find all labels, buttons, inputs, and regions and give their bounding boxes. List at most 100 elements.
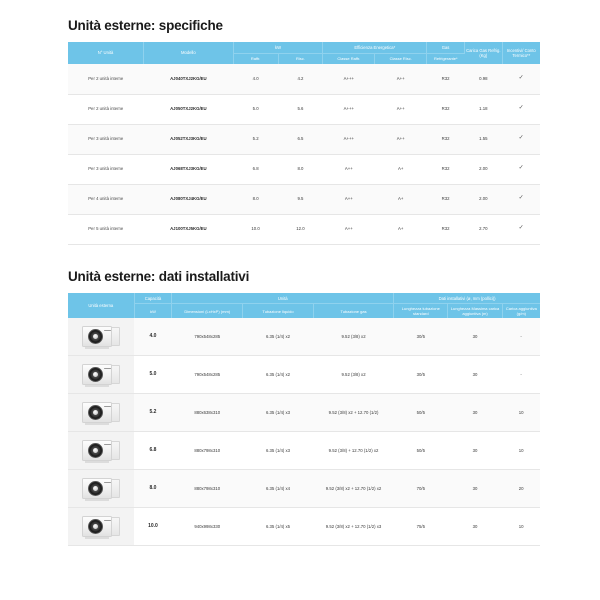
cell-n-unita: Per 5 unità interne — [68, 214, 144, 245]
col-group-unita: Unità — [171, 292, 395, 304]
col-incentivi: Incentivi/ Conto Termico** — [502, 42, 540, 64]
outdoor-unit-image — [68, 318, 135, 356]
col-modello: Modello — [143, 42, 234, 64]
col-classe-raffr: Classe Raffr. — [322, 53, 376, 64]
cell-modello: AJ050TXJ2KG/EU — [143, 94, 234, 125]
install-table: Unità esterna Capacità Unità Dati instal… — [68, 292, 540, 546]
table-row: 6.8 880x798x310 6.35 (1/4) x3 9.52 (3/8) + … — [68, 431, 540, 470]
outdoor-unit-image — [68, 431, 135, 470]
col-carica-aggiuntiva: Carica aggiuntiva (g/m) — [502, 303, 540, 318]
cell-gas: R32 — [426, 154, 465, 185]
cell-lunghezza-massima: 30 — [447, 318, 503, 356]
cell-n-unita: Per 2 unità interne — [68, 94, 144, 125]
col-tubazione-gas: Tubazione gas — [313, 303, 395, 318]
cell-carica: 1.55 — [464, 124, 503, 155]
cell-gas: R32 — [426, 64, 465, 95]
cell-incentivi: ✓ — [502, 214, 540, 245]
cell-tubazione-gas: 9.52 (3/8) x2 — [313, 355, 394, 394]
cell-tubazione-gas: 9.52 (3/8) x2 + 12.70 (1/2) x3 — [313, 507, 394, 546]
table-row: 10.0 940x998x330 6.35 (1/4) x5 9.52 (3/8) x… — [68, 507, 540, 546]
col-capacita-kw: kW — [134, 303, 173, 318]
outdoor-unit-image — [68, 469, 135, 508]
cell-n-unita: Per 4 unità interne — [68, 184, 144, 215]
col-kw-risc: Risc. — [278, 53, 324, 64]
cell-kw-risc: 8.0 — [278, 154, 323, 185]
cell-carica: 2.00 — [464, 184, 503, 215]
cell-incentivi: ✓ — [502, 154, 540, 185]
cell-lunghezza-massima: 30 — [447, 355, 503, 394]
col-group-kw: kW — [233, 42, 324, 54]
cell-carica-aggiuntiva: 10 — [502, 431, 540, 470]
outdoor-unit-image — [68, 507, 135, 546]
cell-incentivi: ✓ — [502, 184, 540, 215]
col-classe-risc: Classe Risc. — [374, 53, 428, 64]
col-group-capacita: Capacità — [134, 292, 173, 304]
specs-table-head: N° Unità Modello kW Efficienza Energetic… — [68, 42, 540, 64]
cell-classe-risc: A+ — [374, 184, 427, 215]
cell-tubazione-liquido: 6.35 (1/4) x2 — [242, 355, 314, 394]
cell-capacita: 10.0 — [134, 507, 172, 546]
specs-section-title: Unità esterne: specifiche — [68, 18, 223, 33]
col-group-gas: Gas — [426, 42, 465, 54]
cell-classe-risc: A+ — [374, 154, 427, 185]
cell-kw-raffr: 4.0 — [233, 64, 279, 95]
col-group-dati-installativi: Dati installativi (ø, mm (pollici)) — [393, 292, 540, 304]
cell-gas: R32 — [426, 214, 465, 245]
table-row: 4.0 790x548x285 6.35 (1/4) x2 9.52 (3/8) x2… — [68, 318, 540, 356]
cell-dimensioni: 790x548x285 — [171, 355, 243, 394]
col-lunghezza-massima: Lunghezza Massima carica aggiuntiva (m) — [447, 303, 503, 318]
install-table-head: Unità esterna Capacità Unità Dati instal… — [68, 292, 540, 318]
install-table-body: 4.0 790x548x285 6.35 (1/4) x2 9.52 (3/8) x2… — [68, 318, 540, 546]
cell-modello: AJ100TXJ5KG/EU — [143, 214, 234, 245]
cell-capacita: 8.0 — [134, 469, 172, 508]
cell-carica: 1.18 — [464, 94, 503, 125]
table-row: 5.2 880x638x310 6.35 (1/4) x3 9.52 (3/8) x2… — [68, 393, 540, 432]
cell-incentivi: ✓ — [502, 94, 540, 125]
cell-classe-raffr: A+++ — [322, 64, 375, 95]
cell-lunghezza-massima: 30 — [447, 393, 503, 432]
cell-lunghezza-standard: 75/5 — [393, 507, 448, 546]
cell-kw-raffr: 5.0 — [233, 94, 279, 125]
cell-lunghezza-standard: 30/5 — [393, 355, 448, 394]
cell-classe-raffr: A+++ — [322, 94, 375, 125]
cell-tubazione-liquido: 6.35 (1/4) x5 — [242, 507, 314, 546]
table-row: Per 3 unità interne AJ052TXJ3KG/EU 5.2 6.5 A… — [68, 124, 540, 155]
outdoor-unit-image — [68, 393, 135, 432]
cell-classe-risc: A+ — [374, 214, 427, 245]
cell-kw-raffr: 10.0 — [233, 214, 279, 245]
install-section-title: Unità esterne: dati installativi — [68, 268, 250, 284]
col-tubazione-liquido: Tubazione liquido — [242, 303, 314, 318]
cell-dimensioni: 880x798x310 — [171, 431, 243, 470]
cell-kw-raffr: 5.2 — [233, 124, 279, 155]
table-row: 8.0 880x798x310 6.35 (1/4) x4 9.52 (3/8) x2… — [68, 469, 540, 508]
cell-carica-aggiuntiva: 10 — [502, 393, 540, 432]
cell-kw-risc: 5.6 — [278, 94, 323, 125]
cell-tubazione-liquido: 6.35 (1/4) x3 — [242, 431, 314, 470]
col-kw-raffr: Raffr. — [233, 53, 279, 64]
cell-carica-aggiuntiva: 20 — [502, 469, 540, 508]
col-carica-gas: Carica Gas Refrig. (Kg) — [464, 42, 503, 64]
cell-classe-risc: A++ — [374, 94, 427, 125]
cell-kw-risc: 12.0 — [278, 214, 323, 245]
cell-dimensioni: 880x638x310 — [171, 393, 243, 432]
cell-modello: AJ068TXJ3KG/EU — [143, 154, 234, 185]
table-row: Per 5 unità interne AJ100TXJ5KG/EU 10.0 12.… — [68, 214, 540, 245]
cell-carica: 2.00 — [464, 154, 503, 185]
outdoor-unit-image — [68, 355, 135, 394]
cell-lunghezza-standard: 30/5 — [393, 318, 448, 356]
cell-n-unita: Per 2 unità interne — [68, 64, 144, 95]
cell-lunghezza-massima: 30 — [447, 507, 503, 546]
cell-classe-raffr: A+++ — [322, 124, 375, 155]
cell-incentivi: ✓ — [502, 124, 540, 155]
cell-lunghezza-standard: 70/5 — [393, 469, 448, 508]
cell-capacita: 5.0 — [134, 355, 172, 394]
cell-lunghezza-standard: 50/5 — [393, 393, 448, 432]
cell-modello: AJ052TXJ3KG/EU — [143, 124, 234, 155]
table-row: Per 2 unità interne AJ050TXJ2KG/EU 5.0 5.6 A… — [68, 94, 540, 125]
cell-modello: AJ040TXJ2KG/EU — [143, 64, 234, 95]
cell-tubazione-liquido: 6.35 (1/4) x3 — [242, 393, 314, 432]
cell-tubazione-liquido: 6.35 (1/4) x2 — [242, 318, 314, 356]
cell-capacita: 6.8 — [134, 431, 172, 470]
cell-capacita: 4.0 — [134, 318, 172, 356]
